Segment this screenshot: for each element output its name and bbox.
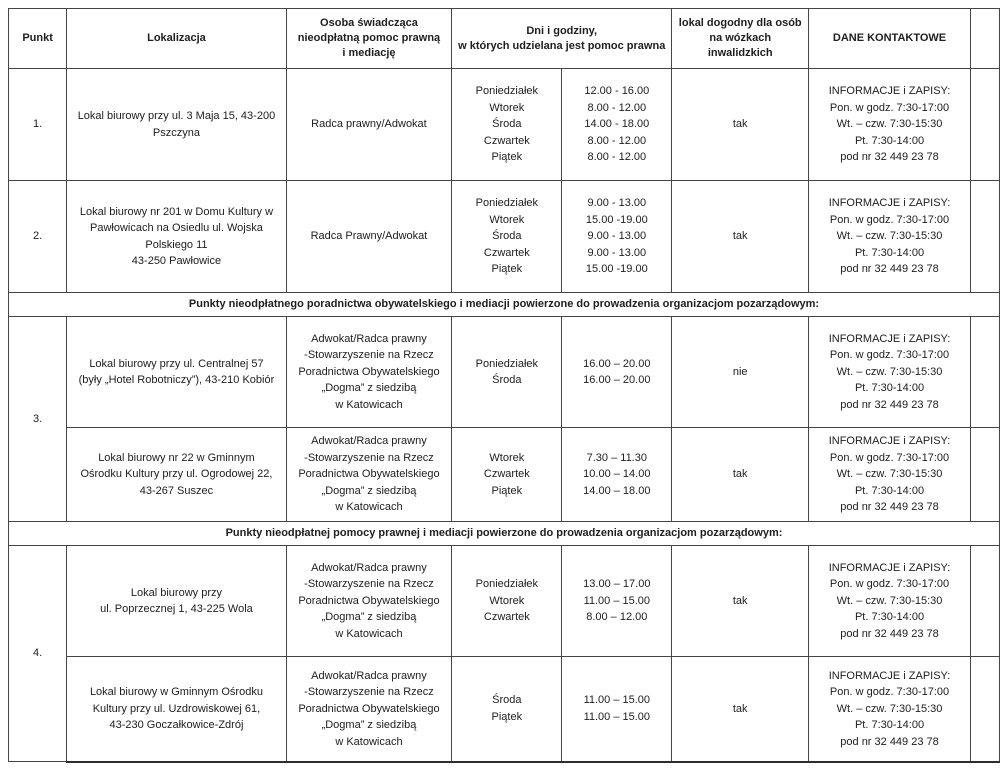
- location-cell: Lokal biurowy nr 201 w Domu Kultury w Pa…: [66, 180, 287, 293]
- location-cell: Lokal biurowy przy ul. 3 Maja 15, 43-200…: [66, 68, 287, 181]
- days-cell: Poniedziałek Środa: [451, 316, 563, 428]
- section-separator-prawne: Punkty nieodpłatnej pomocy prawnej i med…: [8, 521, 1000, 546]
- days-cell: Wtorek Czwartek Piątek: [451, 427, 563, 522]
- contact-cell: INFORMACJE i ZAPISY: Pon. w godz. 7:30-1…: [808, 316, 971, 428]
- location-cell: Lokal biurowy przy ul. Poprzecznej 1, 43…: [66, 545, 287, 657]
- table-row-3b: Lokal biurowy nr 22 w Gminnym Ośrodku Ku…: [9, 427, 1000, 522]
- contact-cell: INFORMACJE i ZAPISY: Pon. w godz. 7:30-1…: [808, 68, 971, 181]
- contact-cell: INFORMACJE i ZAPISY: Pon. w godz. 7:30-1…: [808, 656, 971, 763]
- table-row-3a: 3. Lokal biurowy przy ul. Centralnej 57 …: [7, 316, 1000, 522]
- legal-aid-points-table: Punkt Lokalizacja Osoba świadcząca nieod…: [7, 8, 1000, 763]
- provider-cell: Radca prawny/Adwokat: [285, 68, 453, 181]
- contact-cell: INFORMACJE i ZAPISY: Pon. w godz. 7:30-1…: [808, 180, 971, 293]
- days-cell: Poniedziałek Wtorek Czwartek: [451, 545, 563, 657]
- provider-cell: Radca Prawny/Adwokat: [285, 180, 453, 293]
- cutoff-column-cell: [969, 545, 1000, 657]
- provider-cell: Adwokat/Radca prawny -Stowarzyszenie na …: [285, 316, 453, 428]
- days-cell: Poniedziałek Wtorek Środa Czwartek Piąte…: [451, 180, 563, 293]
- contact-cell: INFORMACJE i ZAPISY: Pon. w godz. 7:30-1…: [808, 545, 971, 657]
- wheelchair-access-cell: tak: [671, 427, 810, 522]
- cutoff-column-cell: [969, 8, 1000, 69]
- days-cell: Poniedziałek Wtorek Środa Czwartek Piąte…: [451, 68, 563, 181]
- cutoff-column-cell: [969, 68, 1000, 181]
- header-cell-dni-godziny: Dni i godziny, w których udzielana jest …: [451, 8, 673, 69]
- wheelchair-access-cell: tak: [671, 68, 810, 181]
- header-row: Punkt Lokalizacja Osoba świadcząca nieod…: [7, 8, 1000, 69]
- cutoff-column-cell: [969, 656, 1000, 763]
- location-cell: Lokal biurowy przy ul. Centralnej 57 (by…: [66, 316, 287, 428]
- hours-cell: 7.30 – 11.30 10.00 – 14.00 14.00 – 18.00: [561, 427, 673, 522]
- provider-cell: Adwokat/Radca prawny -Stowarzyszenie na …: [285, 656, 453, 763]
- header-cell-osoba: Osoba świadcząca nieodpłatną pomoc prawn…: [285, 8, 453, 69]
- header-cell-dane-kontaktowe: DANE KONTAKTOWE: [808, 8, 971, 69]
- table-row-4b: Lokal biurowy w Gminnym Ośrodku Kultury …: [9, 656, 1000, 763]
- wheelchair-access-cell: nie: [671, 316, 810, 428]
- location-cell: Lokal biurowy nr 22 w Gminnym Ośrodku Ku…: [66, 427, 287, 522]
- provider-cell: Adwokat/Radca prawny -Stowarzyszenie na …: [285, 427, 453, 522]
- header-cell-lokalizacja: Lokalizacja: [66, 8, 287, 69]
- location-cell: Lokal biurowy w Gminnym Ośrodku Kultury …: [66, 656, 287, 763]
- wheelchair-access-cell: tak: [671, 656, 810, 763]
- punkt-number: 3.: [7, 316, 68, 522]
- section-separator-text: Punkty nieodpłatnej pomocy prawnej i med…: [8, 521, 1000, 546]
- cutoff-column-cell: [969, 316, 1000, 428]
- table-row-4a: 4. Lokal biurowy przy ul. Poprzecznej 1,…: [7, 545, 1000, 762]
- table-row-2: 2. Lokal biurowy nr 201 w Domu Kultury w…: [7, 180, 1000, 293]
- punkt-number: 2.: [7, 180, 68, 293]
- hours-cell: 16.00 – 20.00 16.00 – 20.00: [561, 316, 673, 428]
- hours-cell: 11.00 – 15.00 11.00 – 15.00: [561, 656, 673, 763]
- header-cell-punkt: Punkt: [7, 8, 68, 69]
- punkt-number: 4.: [7, 545, 68, 762]
- hours-cell: 9.00 - 13.00 15.00 -19.00 9.00 - 13.00 9…: [561, 180, 673, 293]
- cutoff-column-cell: [969, 427, 1000, 522]
- wheelchair-access-cell: tak: [671, 545, 810, 657]
- cutoff-column-cell: [969, 180, 1000, 293]
- table-row-1: 1. Lokal biurowy przy ul. 3 Maja 15, 43-…: [7, 68, 1000, 181]
- hours-cell: 12.00 - 16.00 8.00 - 12.00 14.00 - 18.00…: [561, 68, 673, 181]
- header-cell-lokal-dogodny: lokal dogodny dla osób na wózkach inwali…: [671, 8, 810, 69]
- section-separator-text: Punkty nieodpłatnego poradnictwa obywate…: [8, 292, 1000, 317]
- wheelchair-access-cell: tak: [671, 180, 810, 293]
- provider-cell: Adwokat/Radca prawny -Stowarzyszenie na …: [285, 545, 453, 657]
- hours-cell: 13.00 – 17.00 11.00 – 15.00 8.00 – 12.00: [561, 545, 673, 657]
- contact-cell: INFORMACJE i ZAPISY: Pon. w godz. 7:30-1…: [808, 427, 971, 522]
- days-cell: Środa Piątek: [451, 656, 563, 763]
- section-separator-obywatelskie: Punkty nieodpłatnego poradnictwa obywate…: [8, 292, 1000, 317]
- punkt-number: 1.: [7, 68, 68, 181]
